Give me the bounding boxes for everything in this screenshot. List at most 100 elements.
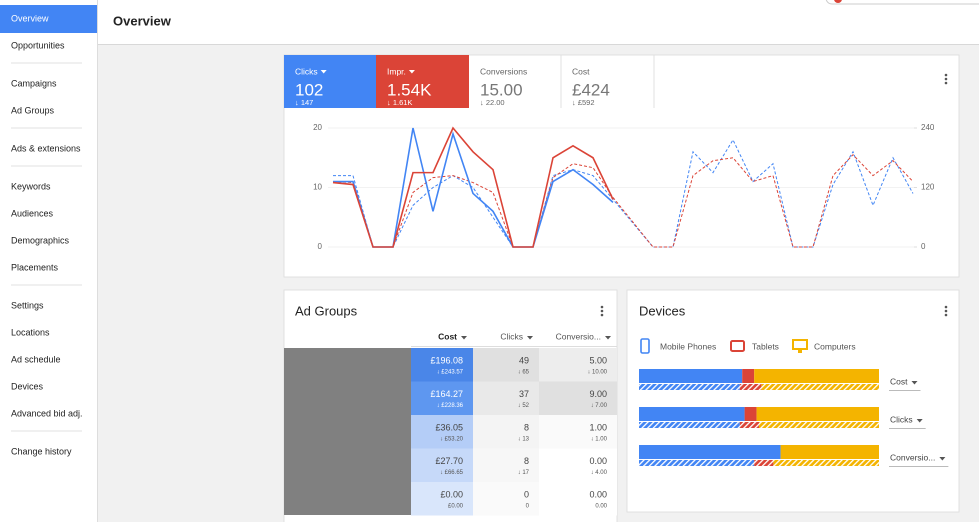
cell-compare: ↓ 1.00 (591, 437, 608, 443)
nav-item[interactable]: Placements (11, 262, 59, 272)
dropdown-arrow (527, 336, 533, 340)
cell-value: 49 (519, 355, 529, 365)
metric-select[interactable]: Conversio... (890, 452, 935, 462)
y-tick-label: 20 (313, 123, 322, 132)
nav-item[interactable]: Keywords (11, 181, 51, 191)
scorecard-value: 15.00 (480, 80, 523, 99)
cell-compare: ↓ £66.65 (440, 470, 464, 476)
nav-item[interactable]: Campaigns (11, 78, 57, 88)
cell-compare: ↓ 17 (518, 470, 530, 476)
device-compare-bar (639, 422, 740, 428)
y2-tick-label: 240 (921, 123, 935, 132)
menu-dot[interactable] (944, 305, 948, 309)
menu-dot[interactable] (600, 313, 604, 317)
cell-value: £27.70 (435, 456, 463, 466)
scorecard-value: 1.54K (387, 80, 432, 99)
dropdown-arrow (461, 336, 467, 340)
nav-item[interactable]: Overview (11, 13, 49, 23)
menu-dot[interactable] (944, 73, 948, 77)
nav-item[interactable]: Settings (11, 300, 44, 310)
scorecard-compare: ↓ £592 (572, 98, 595, 107)
cell-bg (539, 448, 617, 482)
nav-item[interactable]: Demographics (11, 235, 70, 245)
menu-dot[interactable] (944, 77, 948, 81)
device-bar (756, 407, 879, 421)
metric-select[interactable]: Clicks (890, 414, 913, 424)
legend-label: Mobile Phones (660, 341, 716, 351)
legend-icon (640, 338, 650, 354)
cell-compare: 0.00 (595, 504, 607, 510)
compare-line (333, 138, 914, 248)
cell-value: 8 (524, 456, 529, 466)
cell-value: £164.27 (430, 389, 463, 399)
cell-bg (411, 381, 473, 415)
dropdown-arrow (605, 336, 611, 340)
nav-item[interactable]: Ads & extensions (11, 143, 81, 153)
cell-bg (539, 415, 617, 449)
cell-bg (473, 448, 539, 482)
nav-item[interactable]: Opportunities (11, 40, 65, 50)
scorecard-label[interactable]: Conversions (480, 66, 527, 76)
device-bar (744, 407, 757, 421)
device-bar (754, 369, 879, 383)
scorecard-label[interactable]: Cost (572, 66, 590, 76)
y2-tick-label: 120 (921, 183, 935, 192)
devices-card (626, 289, 960, 513)
legend-icon-base (798, 350, 802, 353)
dropdown-arrow (320, 70, 327, 74)
cell-bg (411, 448, 473, 482)
nav-selected (0, 5, 97, 33)
metric-select[interactable]: Cost (890, 376, 908, 386)
legend-label: Tablets (752, 341, 779, 351)
cell-compare: ↓ 4.00 (591, 470, 608, 476)
scorecard-label[interactable]: Impr. (387, 66, 406, 76)
cell-bg (473, 415, 539, 449)
device-compare-bar (761, 384, 879, 390)
cell-value: 0.00 (589, 489, 607, 499)
dropdown-arrow (939, 457, 946, 461)
cell-bg (539, 482, 617, 516)
notification[interactable] (825, 0, 979, 5)
cell-bg (411, 348, 473, 382)
column-header[interactable]: Clicks (500, 331, 523, 341)
nav-item[interactable]: Change history (11, 446, 72, 456)
device-compare-bar (639, 460, 755, 466)
device-compare-bar (739, 422, 759, 428)
device-compare-bar (754, 460, 774, 466)
nav-item[interactable]: Audiences (11, 208, 54, 218)
nav-item[interactable]: Advanced bid adj. (11, 408, 83, 418)
menu-dot[interactable] (944, 313, 948, 317)
redacted-block (284, 348, 411, 515)
y2-tick-label: 0 (921, 242, 926, 251)
cell-bg (473, 348, 539, 382)
cell-value: £0.00 (440, 489, 463, 499)
scorecard-value: £424 (572, 80, 610, 99)
cell-compare: ↓ 7.00 (591, 403, 608, 409)
cell-value: 1.00 (589, 422, 607, 432)
menu-dot[interactable] (944, 81, 948, 85)
cell-value: 37 (519, 389, 529, 399)
scorecard-compare: ↓ 147 (295, 98, 313, 107)
sidebar (0, 0, 97, 522)
scorecard-label[interactable]: Clicks (295, 66, 318, 76)
cell-compare: ↓ 13 (518, 437, 530, 443)
menu-dot[interactable] (600, 309, 604, 313)
nav-item[interactable]: Ad Groups (11, 105, 55, 115)
nav-item[interactable]: Ad schedule (11, 354, 61, 364)
nav-item[interactable]: Devices (11, 381, 44, 391)
legend-label: Computers (814, 341, 856, 351)
menu-dot[interactable] (600, 305, 604, 309)
nav-item[interactable]: Locations (11, 327, 50, 337)
column-header[interactable]: Conversio... (556, 331, 601, 341)
scorecard-compare: ↓ 1.61K (387, 98, 412, 107)
dropdown-arrow (916, 419, 923, 423)
device-compare-bar (739, 384, 762, 390)
cell-value: £36.05 (435, 422, 463, 432)
card-title: Devices (639, 303, 686, 318)
cell-value: 5.00 (589, 355, 607, 365)
cell-bg (411, 482, 473, 516)
device-compare-bar (639, 384, 740, 390)
column-header[interactable]: Cost (438, 331, 457, 341)
legend-icon (730, 340, 745, 352)
menu-dot[interactable] (944, 309, 948, 313)
